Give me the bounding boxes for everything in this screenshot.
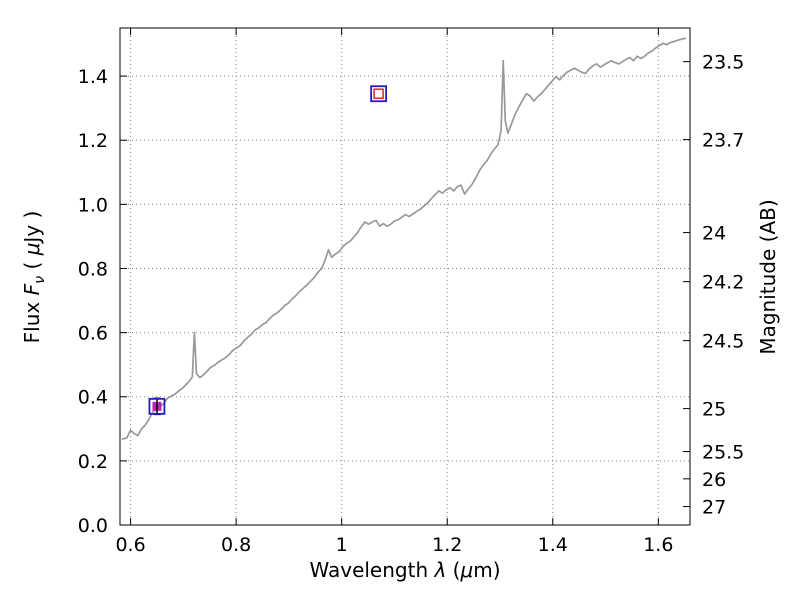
magnitude-tick-label: 25 [702,399,726,421]
x-tick-label: 0.6 [115,534,145,556]
y-axis-label: Flux Fν ( μJy ) [20,211,48,344]
y-tick-label: 0.6 [78,323,108,345]
magnitude-tick-label: 27 [702,497,726,519]
photometry-marker-outer [148,397,166,415]
x-tick-label: 1.4 [538,534,568,556]
y-axis-label-text: Flux [20,295,44,344]
mu-symbol: μ [460,558,474,582]
magnitude-tick-label: 23.5 [702,52,744,74]
spectrum-line [121,37,687,440]
x-axis-label: Wavelength λ (μm) [309,558,500,582]
y-axis-label-paren: ( [20,255,44,276]
lambda-symbol: λ [434,558,447,582]
magnitude-tick-label: 24.2 [702,272,744,294]
magnitude-tick-label: 24 [702,223,726,245]
y-tick-label: 0.0 [78,515,108,537]
x-tick-label: 0.8 [221,534,251,556]
mu-symbol-y: μ [20,242,44,256]
flux-symbol: F [20,283,44,296]
x-axis-label-unit: m) [473,558,501,582]
right-axis-label: Magnitude (AB) [756,199,780,355]
magnitude-tick-label: 23.7 [702,130,744,152]
y-axis-label-unit: Jy ) [20,210,44,243]
y-tick-label: 0.8 [78,258,108,280]
x-axis-label-paren: ( [446,558,461,582]
y-tick-label: 1.4 [78,66,108,88]
y-tick-label: 1.2 [78,130,108,152]
magnitude-tick-label: 25.5 [702,442,744,464]
magnitude-tick-label: 24.5 [702,331,744,353]
photometry-marker-inner [373,88,384,100]
magnitude-tick-label: 26 [702,469,726,491]
nu-subscript: ν [32,275,48,284]
photometry-marker-outer [370,85,388,103]
plot-border [119,27,691,526]
y-tick-label: 0.2 [78,451,108,473]
x-tick-label: 1.6 [643,534,673,556]
y-tick-label: 0.4 [78,387,108,409]
y-tick-label: 1.0 [78,194,108,216]
x-tick-label: 1 [336,534,348,556]
x-axis-label-text: Wavelength [309,558,435,582]
x-tick-label: 1.2 [432,534,462,556]
